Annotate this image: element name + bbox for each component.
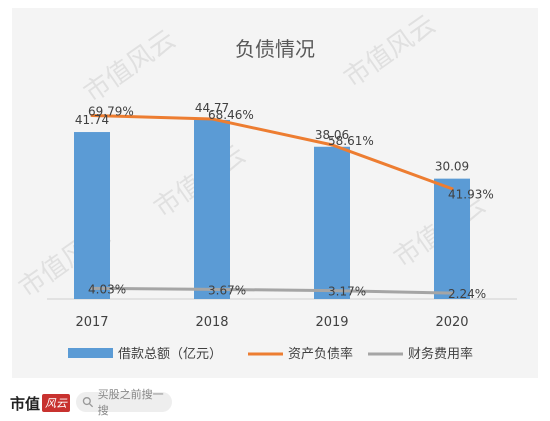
line-point-1-2018 — [210, 287, 214, 291]
line-value-label-1-2017: 4.03% — [88, 282, 126, 296]
footer-search-box[interactable]: 买股之前搜一搜 — [76, 388, 172, 417]
bar-value-label-2018: 44.77 — [195, 101, 229, 115]
bar-2018 — [194, 119, 230, 299]
bar-value-label-2020: 30.09 — [435, 160, 469, 174]
legend-label-bar: 借款总额（亿元） — [118, 347, 222, 362]
chart-title: 负债情况 — [235, 37, 315, 61]
line-series-1 — [90, 286, 454, 295]
line-point-0-2019 — [330, 143, 334, 147]
bars-layer — [74, 119, 470, 299]
line-value-label-1-2019: 3.17% — [328, 285, 366, 299]
watermark-text-1: 市值风云 — [79, 24, 181, 108]
footer-logo[interactable]: 市值 风云 — [10, 392, 71, 414]
line-value-label-0-2020: 41.93% — [448, 188, 494, 202]
chart-card: 市值风云 市值风云 市值风云 市值风云 市值风云 负债情况 41.7444.77… — [12, 8, 538, 378]
bar-value-label-2019: 38.06 — [315, 128, 349, 142]
line-value-label-0-2019: 58.61% — [328, 134, 374, 148]
legend-label-line-0: 资产负债率 — [288, 346, 353, 362]
lines-layer — [90, 113, 454, 295]
x-tick-label-2017: 2017 — [75, 315, 108, 330]
bar-2019 — [314, 146, 350, 299]
line-point-1-2017 — [90, 286, 94, 290]
watermark-text-2: 市值风云 — [339, 9, 441, 93]
footer-logo-text: 市值 — [10, 394, 41, 413]
labels-layer: 41.74 44.77 38.06 30.09 69.79% 68.46% 58.61% 41… — [75, 101, 494, 301]
bar-2017 — [74, 132, 110, 299]
x-tick-label-2018: 2018 — [195, 315, 228, 330]
legend-label-line-1: 财务费用率 — [408, 346, 473, 362]
line-value-label-1-2020: 2.24% — [448, 287, 486, 301]
line-point-0-2017 — [90, 113, 94, 117]
line-point-0-2018 — [210, 117, 214, 121]
bar-2020 — [434, 178, 470, 299]
chart: 市值风云 市值风云 市值风云 市值风云 市值风云 负债情况 41.7444.77… — [14, 9, 517, 362]
legend-swatch-bar — [68, 348, 113, 358]
line-point-1-2020 — [450, 291, 454, 295]
search-icon — [82, 396, 94, 408]
legend: 借款总额（亿元） 资产负债率 财务费用率 — [68, 346, 473, 362]
line-value-label-0-2018: 68.46% — [208, 108, 254, 122]
line-point-0-2020 — [450, 187, 454, 191]
x-tick-label-2020: 2020 — [435, 315, 468, 330]
footer-bar: 市值 风云 买股之前搜一搜 — [0, 384, 550, 421]
x-tick-label-2019: 2019 — [315, 315, 348, 330]
line-value-label-1-2018: 3.67% — [208, 283, 246, 297]
bar-value-label-2017: 41.74 — [75, 113, 109, 127]
footer-logo-stamp: 风云 — [42, 394, 71, 412]
x-tick-labels: 2017 2018 2019 2020 — [75, 315, 468, 330]
footer-search-placeholder: 买股之前搜一搜 — [97, 388, 164, 417]
line-point-1-2019 — [330, 289, 334, 293]
line-value-label-0-2017: 69.79% — [88, 104, 134, 118]
line-series-0 — [90, 113, 454, 191]
